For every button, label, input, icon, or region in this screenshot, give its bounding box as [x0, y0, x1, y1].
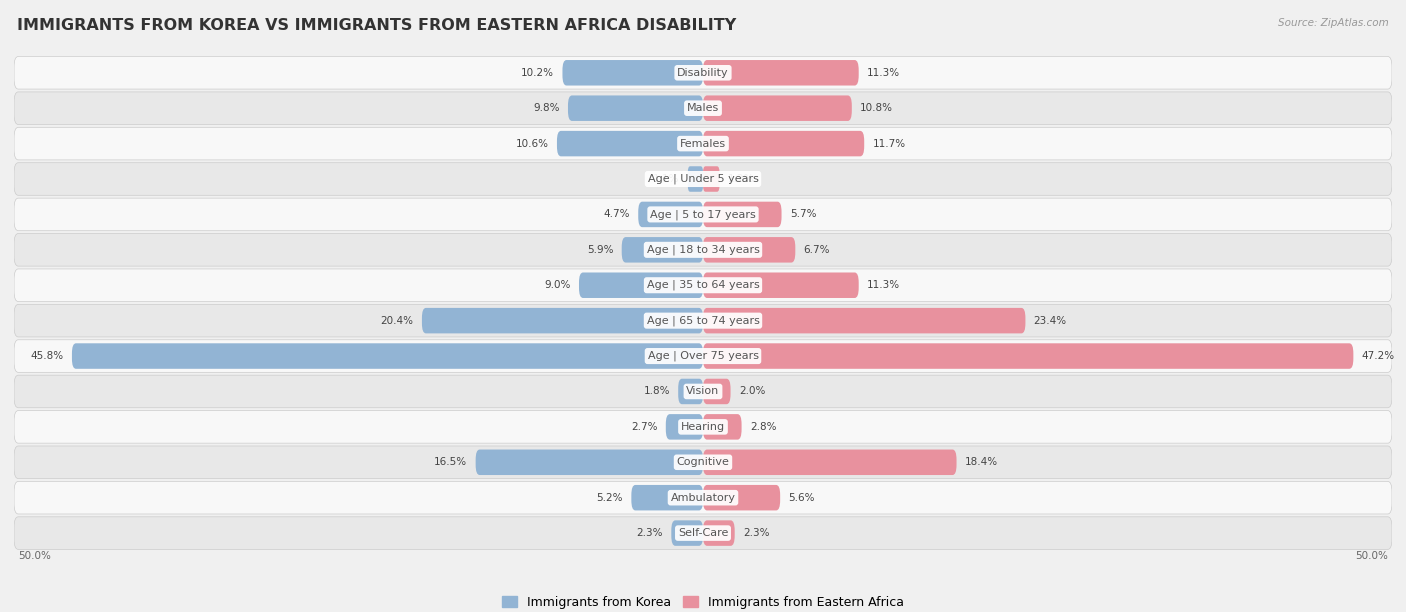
FancyBboxPatch shape	[678, 379, 703, 404]
FancyBboxPatch shape	[703, 237, 796, 263]
Text: 9.0%: 9.0%	[544, 280, 571, 290]
FancyBboxPatch shape	[14, 411, 1392, 443]
Text: 5.7%: 5.7%	[790, 209, 817, 220]
Text: IMMIGRANTS FROM KOREA VS IMMIGRANTS FROM EASTERN AFRICA DISABILITY: IMMIGRANTS FROM KOREA VS IMMIGRANTS FROM…	[17, 18, 737, 34]
FancyBboxPatch shape	[562, 60, 703, 86]
Text: 11.3%: 11.3%	[868, 280, 900, 290]
FancyBboxPatch shape	[621, 237, 703, 263]
FancyBboxPatch shape	[475, 450, 703, 475]
Text: Source: ZipAtlas.com: Source: ZipAtlas.com	[1278, 18, 1389, 28]
FancyBboxPatch shape	[422, 308, 703, 334]
Text: 11.3%: 11.3%	[868, 68, 900, 78]
Text: Cognitive: Cognitive	[676, 457, 730, 468]
Text: Age | 5 to 17 years: Age | 5 to 17 years	[650, 209, 756, 220]
FancyBboxPatch shape	[703, 520, 735, 546]
Text: 6.7%: 6.7%	[804, 245, 830, 255]
FancyBboxPatch shape	[671, 520, 703, 546]
Text: Age | 35 to 64 years: Age | 35 to 64 years	[647, 280, 759, 291]
Text: Age | Under 5 years: Age | Under 5 years	[648, 174, 758, 184]
Text: 5.2%: 5.2%	[596, 493, 623, 502]
Text: Age | 18 to 34 years: Age | 18 to 34 years	[647, 245, 759, 255]
Text: Disability: Disability	[678, 68, 728, 78]
FancyBboxPatch shape	[703, 95, 852, 121]
Text: 11.7%: 11.7%	[873, 138, 905, 149]
Text: 50.0%: 50.0%	[1355, 551, 1388, 561]
Text: Hearing: Hearing	[681, 422, 725, 432]
FancyBboxPatch shape	[14, 446, 1392, 479]
FancyBboxPatch shape	[14, 198, 1392, 231]
Text: 5.9%: 5.9%	[586, 245, 613, 255]
Text: Self-Care: Self-Care	[678, 528, 728, 538]
FancyBboxPatch shape	[703, 343, 1354, 369]
FancyBboxPatch shape	[14, 269, 1392, 302]
FancyBboxPatch shape	[703, 450, 956, 475]
Text: Females: Females	[681, 138, 725, 149]
FancyBboxPatch shape	[703, 485, 780, 510]
FancyBboxPatch shape	[703, 166, 720, 192]
FancyBboxPatch shape	[557, 131, 703, 156]
FancyBboxPatch shape	[14, 92, 1392, 124]
Text: Age | Over 75 years: Age | Over 75 years	[648, 351, 758, 361]
FancyBboxPatch shape	[703, 202, 782, 227]
Text: 18.4%: 18.4%	[965, 457, 998, 468]
FancyBboxPatch shape	[14, 163, 1392, 195]
FancyBboxPatch shape	[703, 272, 859, 298]
Text: 23.4%: 23.4%	[1033, 316, 1067, 326]
Text: 45.8%: 45.8%	[31, 351, 63, 361]
Text: 2.3%: 2.3%	[637, 528, 664, 538]
FancyBboxPatch shape	[703, 308, 1025, 334]
FancyBboxPatch shape	[666, 414, 703, 439]
FancyBboxPatch shape	[703, 414, 741, 439]
Text: 2.0%: 2.0%	[738, 386, 765, 397]
Text: 20.4%: 20.4%	[381, 316, 413, 326]
Text: 9.8%: 9.8%	[533, 103, 560, 113]
Text: 1.1%: 1.1%	[652, 174, 679, 184]
FancyBboxPatch shape	[14, 56, 1392, 89]
Text: 1.2%: 1.2%	[728, 174, 754, 184]
FancyBboxPatch shape	[631, 485, 703, 510]
Legend: Immigrants from Korea, Immigrants from Eastern Africa: Immigrants from Korea, Immigrants from E…	[502, 596, 904, 609]
Text: 2.8%: 2.8%	[749, 422, 776, 432]
Text: 5.6%: 5.6%	[789, 493, 815, 502]
Text: 10.2%: 10.2%	[522, 68, 554, 78]
Text: 2.7%: 2.7%	[631, 422, 658, 432]
FancyBboxPatch shape	[703, 379, 731, 404]
Text: 50.0%: 50.0%	[18, 551, 51, 561]
FancyBboxPatch shape	[688, 166, 703, 192]
Text: 4.7%: 4.7%	[603, 209, 630, 220]
FancyBboxPatch shape	[14, 304, 1392, 337]
FancyBboxPatch shape	[703, 60, 859, 86]
FancyBboxPatch shape	[14, 375, 1392, 408]
FancyBboxPatch shape	[568, 95, 703, 121]
FancyBboxPatch shape	[14, 482, 1392, 514]
FancyBboxPatch shape	[14, 127, 1392, 160]
Text: Males: Males	[688, 103, 718, 113]
Text: 16.5%: 16.5%	[434, 457, 467, 468]
Text: 10.8%: 10.8%	[860, 103, 893, 113]
Text: 47.2%: 47.2%	[1361, 351, 1395, 361]
FancyBboxPatch shape	[579, 272, 703, 298]
FancyBboxPatch shape	[14, 517, 1392, 550]
Text: 10.6%: 10.6%	[516, 138, 548, 149]
FancyBboxPatch shape	[14, 340, 1392, 372]
FancyBboxPatch shape	[14, 234, 1392, 266]
FancyBboxPatch shape	[703, 131, 865, 156]
Text: 2.3%: 2.3%	[742, 528, 769, 538]
FancyBboxPatch shape	[72, 343, 703, 369]
Text: Ambulatory: Ambulatory	[671, 493, 735, 502]
Text: 1.8%: 1.8%	[644, 386, 669, 397]
FancyBboxPatch shape	[638, 202, 703, 227]
Text: Vision: Vision	[686, 386, 720, 397]
Text: Age | 65 to 74 years: Age | 65 to 74 years	[647, 315, 759, 326]
